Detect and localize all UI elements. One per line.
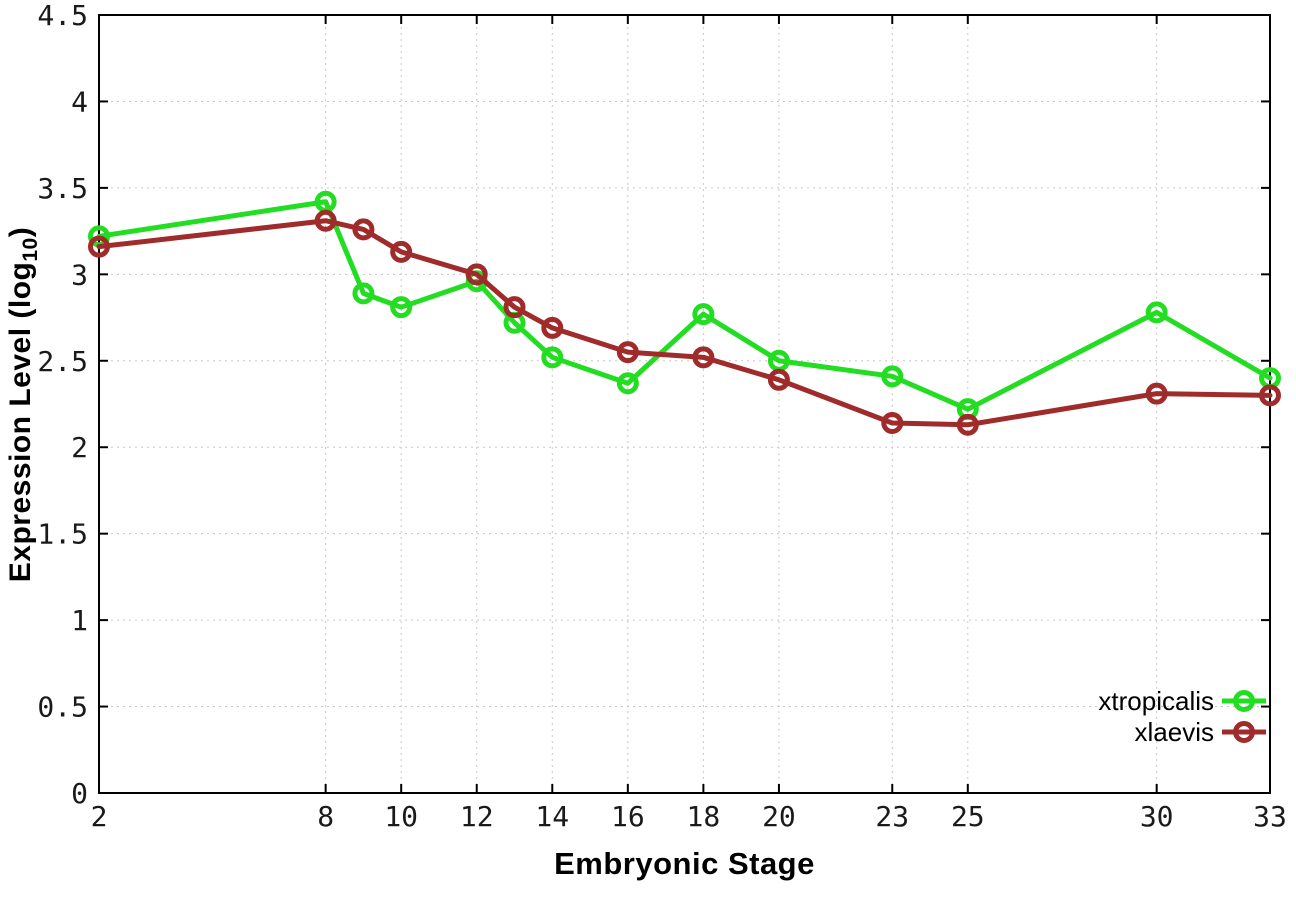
y-tick-label: 1: [71, 604, 88, 637]
legend-label-xtropicalis: xtropicalis: [1098, 686, 1214, 716]
data-point-xlaevis: [1259, 384, 1281, 407]
data-point-xlaevis: [352, 218, 375, 241]
data-point-xlaevis: [767, 368, 790, 391]
series-line-xtropicalis: [96, 199, 1273, 412]
x-tick-label: 12: [460, 800, 494, 833]
x-tick-label: 18: [687, 800, 721, 833]
data-point-xtropicalis: [1145, 301, 1168, 324]
data-point-xtropicalis: [390, 296, 413, 319]
data-point-xtropicalis: [881, 365, 904, 388]
y-tick-label: 0.5: [37, 691, 88, 724]
x-tick-label: 33: [1253, 800, 1287, 833]
legend-marker-xlaevis: [1233, 721, 1255, 743]
data-point-xlaevis: [503, 296, 526, 319]
x-tick-label: 2: [91, 800, 108, 833]
x-tick-label: 23: [875, 800, 909, 833]
data-point-xtropicalis: [692, 303, 715, 326]
data-point-xtropicalis: [352, 282, 375, 305]
x-tick-label: 14: [535, 800, 569, 833]
series-line-xlaevis: [96, 218, 1273, 428]
x-tick-label: 20: [762, 800, 796, 833]
data-point-xlaevis: [88, 235, 110, 258]
x-tick-label: 10: [384, 800, 418, 833]
data-point-xtropicalis: [541, 346, 564, 369]
data-point-xlaevis: [1145, 382, 1168, 405]
y-tick-label: 2.5: [37, 345, 88, 378]
data-point-xlaevis: [465, 263, 488, 286]
x-tick-label: 30: [1140, 800, 1174, 833]
data-point-xtropicalis: [616, 372, 639, 395]
y-tick-label: 1.5: [37, 518, 88, 551]
y-tick-label: 4: [71, 85, 88, 118]
legend-marker-xtropicalis: [1233, 690, 1255, 712]
x-tick-label: 8: [317, 800, 334, 833]
data-point-xlaevis: [314, 209, 337, 232]
y-tick-label: 2: [71, 431, 88, 464]
legend-label-xlaevis: xlaevis: [1135, 717, 1214, 747]
x-tick-label: 16: [611, 800, 645, 833]
data-point-xlaevis: [616, 341, 639, 364]
y-tick-label: 0: [71, 777, 88, 810]
data-point-xlaevis: [692, 346, 715, 369]
data-point-xlaevis: [956, 413, 979, 436]
x-axis-label: Embryonic Stage: [554, 846, 815, 881]
x-tick-label: 25: [951, 800, 985, 833]
data-point-xlaevis: [881, 412, 904, 435]
data-point-xlaevis: [390, 240, 413, 263]
y-tick-label: 3.5: [37, 172, 88, 205]
y-tick-label: 3: [71, 258, 88, 291]
y-tick-label: 4.5: [37, 0, 88, 32]
data-point-xlaevis: [541, 316, 564, 339]
